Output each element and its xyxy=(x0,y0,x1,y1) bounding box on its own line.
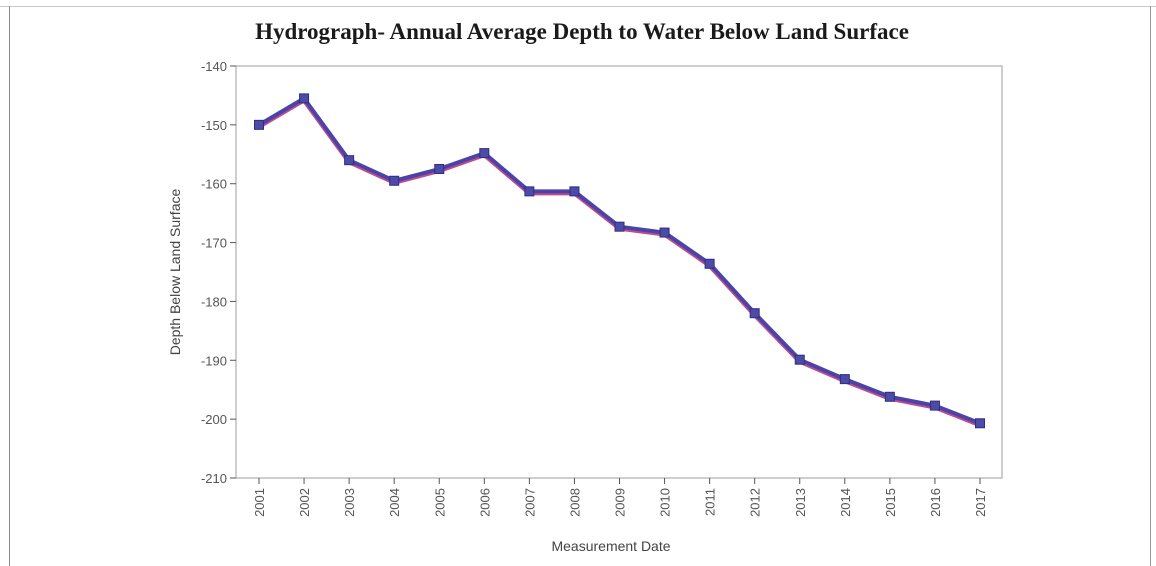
data-point xyxy=(569,186,580,197)
frame-right-border xyxy=(1150,6,1151,566)
x-tick-label: 2016 xyxy=(928,488,943,517)
data-point xyxy=(704,258,715,269)
data-point xyxy=(839,374,850,385)
x-tick-label: 2014 xyxy=(838,488,853,517)
x-axis: 2001 2002 2003 2004 2005 2006 2007 2008 2009 2010… xyxy=(252,478,988,517)
y-axis-label: Depth Below Land Surface xyxy=(167,189,183,356)
x-tick-label: 2006 xyxy=(477,488,492,517)
data-point xyxy=(794,354,805,365)
data-point xyxy=(479,148,490,159)
y-tick-label: -150 xyxy=(201,118,227,133)
x-tick-label: 2010 xyxy=(658,488,673,517)
plot-area xyxy=(235,65,1003,479)
x-axis-label: Measurement Date xyxy=(551,538,670,554)
y-tick-label: -200 xyxy=(201,412,227,427)
chart-title: Hydrograph- Annual Average Depth to Wate… xyxy=(255,19,909,44)
x-tick-label: 2008 xyxy=(567,488,582,517)
data-point xyxy=(975,418,985,429)
data-point xyxy=(254,119,264,130)
y-tick-label: -170 xyxy=(201,236,227,251)
data-point xyxy=(524,186,535,197)
x-tick-label: 2013 xyxy=(793,488,808,517)
x-tick-label: 2017 xyxy=(973,488,988,517)
y-tick-label: -210 xyxy=(201,471,227,486)
y-tick-label: -140 xyxy=(201,59,227,74)
series-layer xyxy=(254,93,985,429)
frame-top-border xyxy=(0,6,1156,7)
y-tick-label: -190 xyxy=(201,353,227,368)
x-tick-label: 2005 xyxy=(432,488,447,517)
x-tick-label: 2011 xyxy=(703,488,718,516)
data-point xyxy=(659,227,670,238)
data-point xyxy=(929,400,940,411)
x-tick-label: 2007 xyxy=(522,488,537,517)
y-axis: -140 -150 -160 -170 -180 -190 -200 -210 xyxy=(201,59,236,486)
data-point xyxy=(434,164,445,174)
x-tick-label: 2002 xyxy=(297,488,312,517)
x-tick-label: 2015 xyxy=(883,488,898,517)
x-tick-label: 2001 xyxy=(252,488,267,517)
data-point xyxy=(614,221,625,232)
data-point xyxy=(884,391,895,402)
y-tick-label: -160 xyxy=(201,177,227,192)
x-tick-label: 2009 xyxy=(613,488,628,517)
data-point xyxy=(299,93,310,104)
x-tick-label: 2004 xyxy=(387,488,402,517)
data-point xyxy=(344,155,355,166)
data-point xyxy=(389,175,400,186)
y-tick-label: -180 xyxy=(201,294,227,309)
frame-left-border xyxy=(9,6,10,566)
x-tick-label: 2012 xyxy=(748,488,763,517)
data-point xyxy=(749,308,760,319)
x-tick-label: 2003 xyxy=(342,488,357,517)
